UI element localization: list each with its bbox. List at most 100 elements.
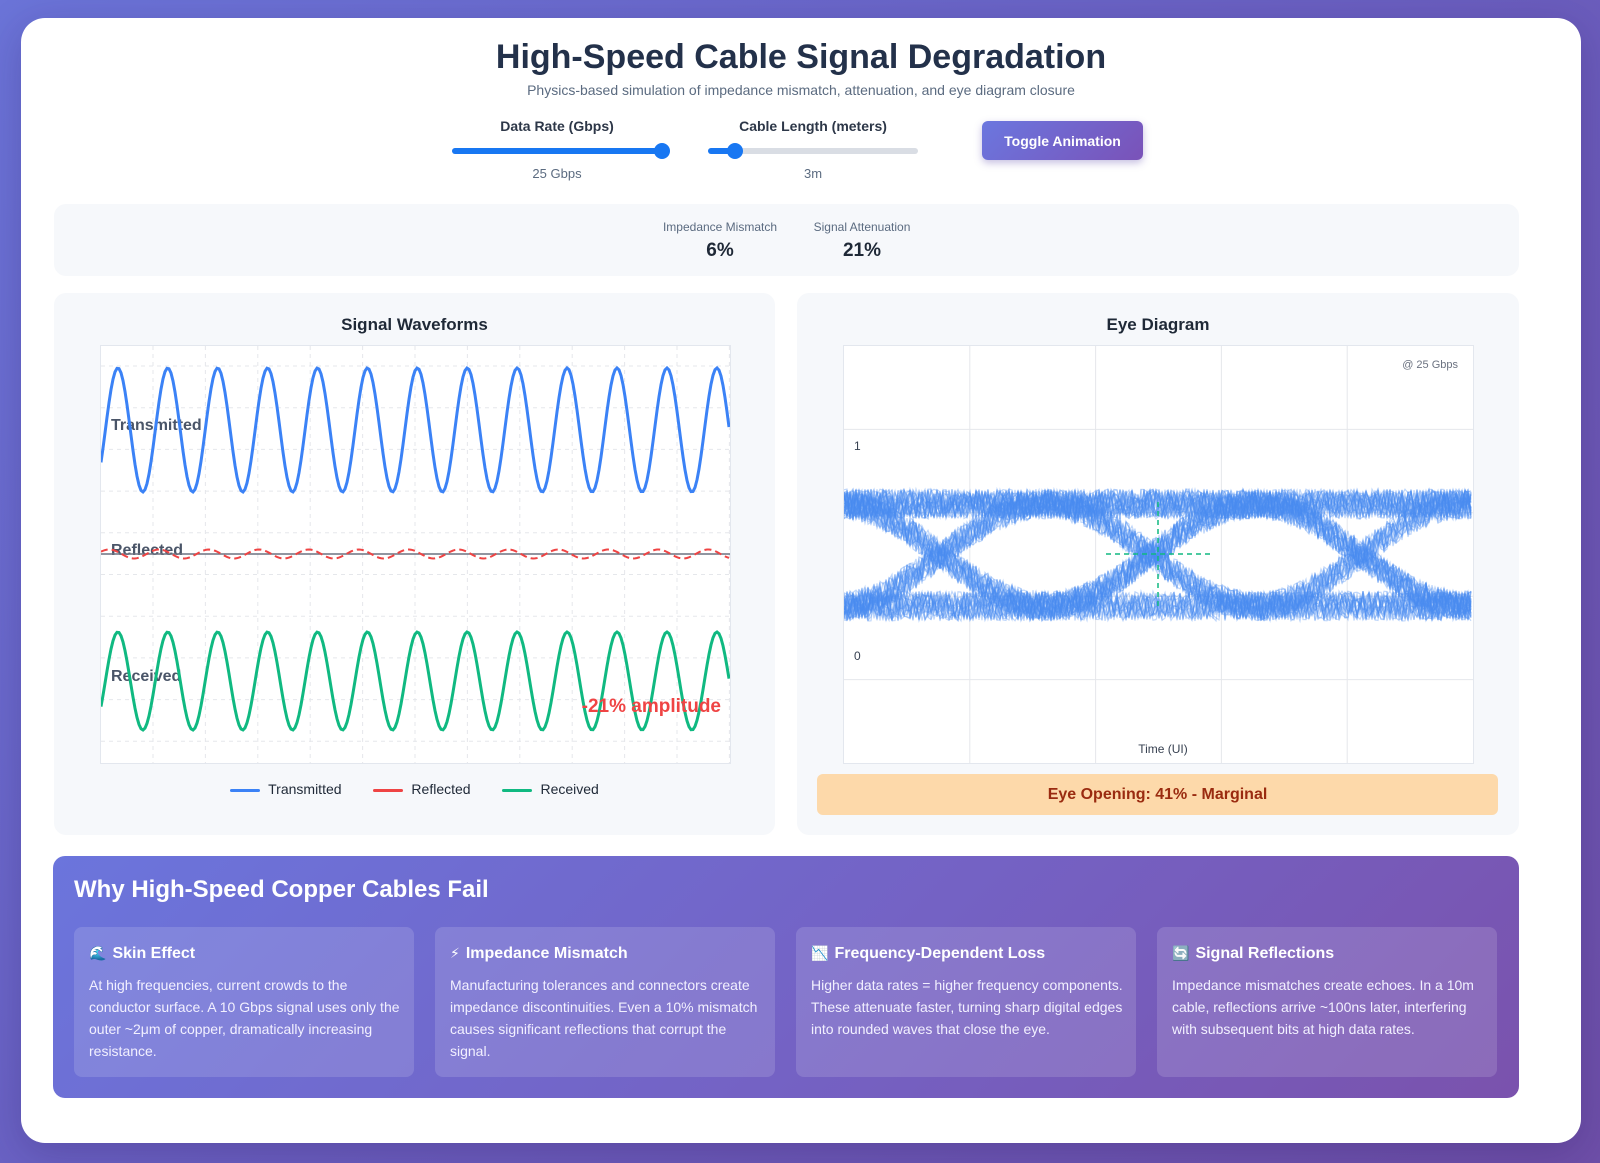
eye-trace	[844, 488, 1472, 618]
eye-opening-status: Eye Opening: 41% - Marginal	[817, 774, 1498, 815]
eye-trace	[844, 487, 1472, 621]
eye-rate-label: @ 25 Gbps	[1402, 359, 1458, 371]
eye-trace	[844, 491, 1472, 622]
eye-trace	[844, 490, 1472, 619]
info-card-title: Skin Effect	[112, 945, 196, 962]
data-rate-control: Data Rate (Gbps) 25 Gbps	[449, 118, 670, 181]
toggle-animation-button[interactable]: Toggle Animation	[982, 121, 1143, 160]
eye-trace	[844, 487, 1472, 612]
main-card: High-Speed Cable Signal Degradation Phys…	[21, 18, 1581, 1143]
info-card-skin-effect: 🌊 Skin Effect At high frequencies, curren…	[74, 927, 414, 1077]
eye-trace	[844, 490, 1472, 623]
info-card-text: Higher data rates = higher frequency com…	[811, 977, 1123, 1037]
transmitted-wave	[101, 365, 730, 495]
legend-item-received: Received	[502, 781, 599, 797]
eye-trace	[844, 488, 1472, 620]
waveform-chart: Transmitted Reflected Received -21% ampl…	[101, 346, 730, 763]
data-rate-slider-thumb[interactable]	[654, 143, 670, 159]
attenuation-annotation: -21% amplitude	[582, 696, 721, 717]
attenuation-metric-label: Signal Attenuation	[813, 220, 911, 234]
eye-trace	[844, 488, 1472, 621]
refresh-icon: 🔄	[1172, 945, 1190, 961]
waveform-panel: Signal Waveforms Transmitted Reflected R…	[54, 293, 775, 835]
eye-trace	[844, 589, 1472, 623]
wave-icon: 🌊	[89, 945, 107, 961]
cable-length-slider-fill	[708, 148, 736, 154]
legend-swatch-received	[502, 788, 533, 792]
eye-trace	[844, 487, 1472, 620]
eye-trace	[844, 487, 1472, 522]
info-card-title: Signal Reflections	[1195, 945, 1335, 962]
cable-length-slider[interactable]	[708, 143, 918, 159]
waveform-plot: Transmitted Reflected Received -21% ampl…	[100, 345, 731, 764]
eye-trace	[844, 489, 1472, 622]
info-card-heading: ⚡ Impedance Mismatch	[450, 945, 628, 963]
legend-label-transmitted: Transmitted	[268, 781, 342, 797]
eye-trace	[844, 487, 1472, 620]
eye-trace	[844, 489, 1472, 621]
eye-trace	[844, 487, 1472, 621]
eye-trace	[844, 487, 1472, 616]
eye-trace	[844, 489, 1472, 622]
impedance-metric-value: 6%	[706, 240, 734, 261]
waveform-legend: Transmitted Reflected Received	[54, 781, 775, 797]
info-card-text: Impedance mismatches create echoes. In a…	[1172, 977, 1474, 1037]
eye-trace	[844, 589, 1472, 622]
eye-trace	[844, 487, 1472, 620]
eye-trace	[844, 487, 1472, 615]
reflected-wave	[101, 548, 730, 560]
data-rate-slider[interactable]	[452, 143, 670, 159]
data-rate-label: Data Rate (Gbps)	[500, 118, 614, 134]
eye-trace	[844, 486, 1472, 520]
info-card-impedance-mismatch: ⚡ Impedance Mismatch Manufacturing tolera…	[435, 927, 775, 1077]
impedance-metric: Impedance Mismatch 6%	[646, 220, 794, 262]
received-wave	[101, 630, 730, 732]
info-card-frequency-loss: 📉 Frequency-Dependent Loss Higher data ra…	[796, 927, 1136, 1077]
eye-trace	[844, 486, 1472, 622]
eye-trace	[844, 488, 1472, 616]
cable-length-control: Cable Length (meters) 3m	[705, 118, 921, 181]
info-title: Why High-Speed Copper Cables Fail	[74, 876, 489, 903]
legend-label-reflected: Reflected	[411, 781, 471, 797]
eye-trace	[844, 490, 1472, 623]
impedance-metric-label: Impedance Mismatch	[662, 220, 778, 234]
eye-trace	[844, 488, 1472, 521]
eye-trace	[844, 488, 1472, 618]
eye-trace	[844, 487, 1472, 619]
data-rate-value: 25 Gbps	[532, 166, 582, 181]
eye-trace	[844, 488, 1472, 622]
eye-trace	[844, 486, 1472, 521]
reflected-label: Reflected	[111, 542, 183, 559]
eye-level-high: 1	[854, 439, 861, 453]
info-card-text: At high frequencies, current crowds to t…	[89, 977, 400, 1059]
eye-diagram-title: Eye Diagram	[1106, 315, 1210, 334]
info-card-text: Manufacturing tolerances and connectors …	[450, 977, 758, 1059]
eye-trace	[844, 487, 1472, 520]
eye-trace	[844, 488, 1472, 619]
page-title: High-Speed Cable Signal Degradation	[495, 38, 1107, 76]
info-card-title: Frequency-Dependent Loss	[834, 945, 1046, 962]
eye-trace	[844, 491, 1472, 623]
eye-trace	[844, 487, 1472, 619]
chart-down-icon: 📉	[811, 945, 829, 961]
eye-diagram-panel: Eye Diagram @ 25 Gbps 1 0 Time (UI) Eye …	[797, 293, 1519, 835]
waveform-panel-title: Signal Waveforms	[341, 315, 488, 334]
eye-trace	[844, 489, 1472, 622]
eye-trace	[844, 487, 1472, 622]
legend-label-received: Received	[540, 781, 599, 797]
info-section: Why High-Speed Copper Cables Fail 🌊 Skin …	[53, 856, 1519, 1098]
legend-item-reflected: Reflected	[373, 781, 471, 797]
eye-level-low: 0	[854, 649, 861, 663]
info-card-title: Impedance Mismatch	[465, 945, 628, 962]
info-card-heading: 📉 Frequency-Dependent Loss	[811, 945, 1045, 963]
cable-length-value: 3m	[803, 166, 823, 181]
legend-swatch-transmitted	[230, 788, 261, 792]
eye-trace	[844, 589, 1472, 623]
eye-trace	[844, 487, 1472, 618]
cable-length-slider-thumb[interactable]	[727, 143, 744, 159]
eye-trace	[844, 488, 1472, 622]
eye-trace	[844, 487, 1472, 618]
eye-trace	[844, 489, 1472, 623]
info-card-signal-reflections: 🔄 Signal Reflections Impedance mismatches…	[1157, 927, 1497, 1077]
attenuation-metric: Signal Attenuation 21%	[808, 220, 916, 262]
